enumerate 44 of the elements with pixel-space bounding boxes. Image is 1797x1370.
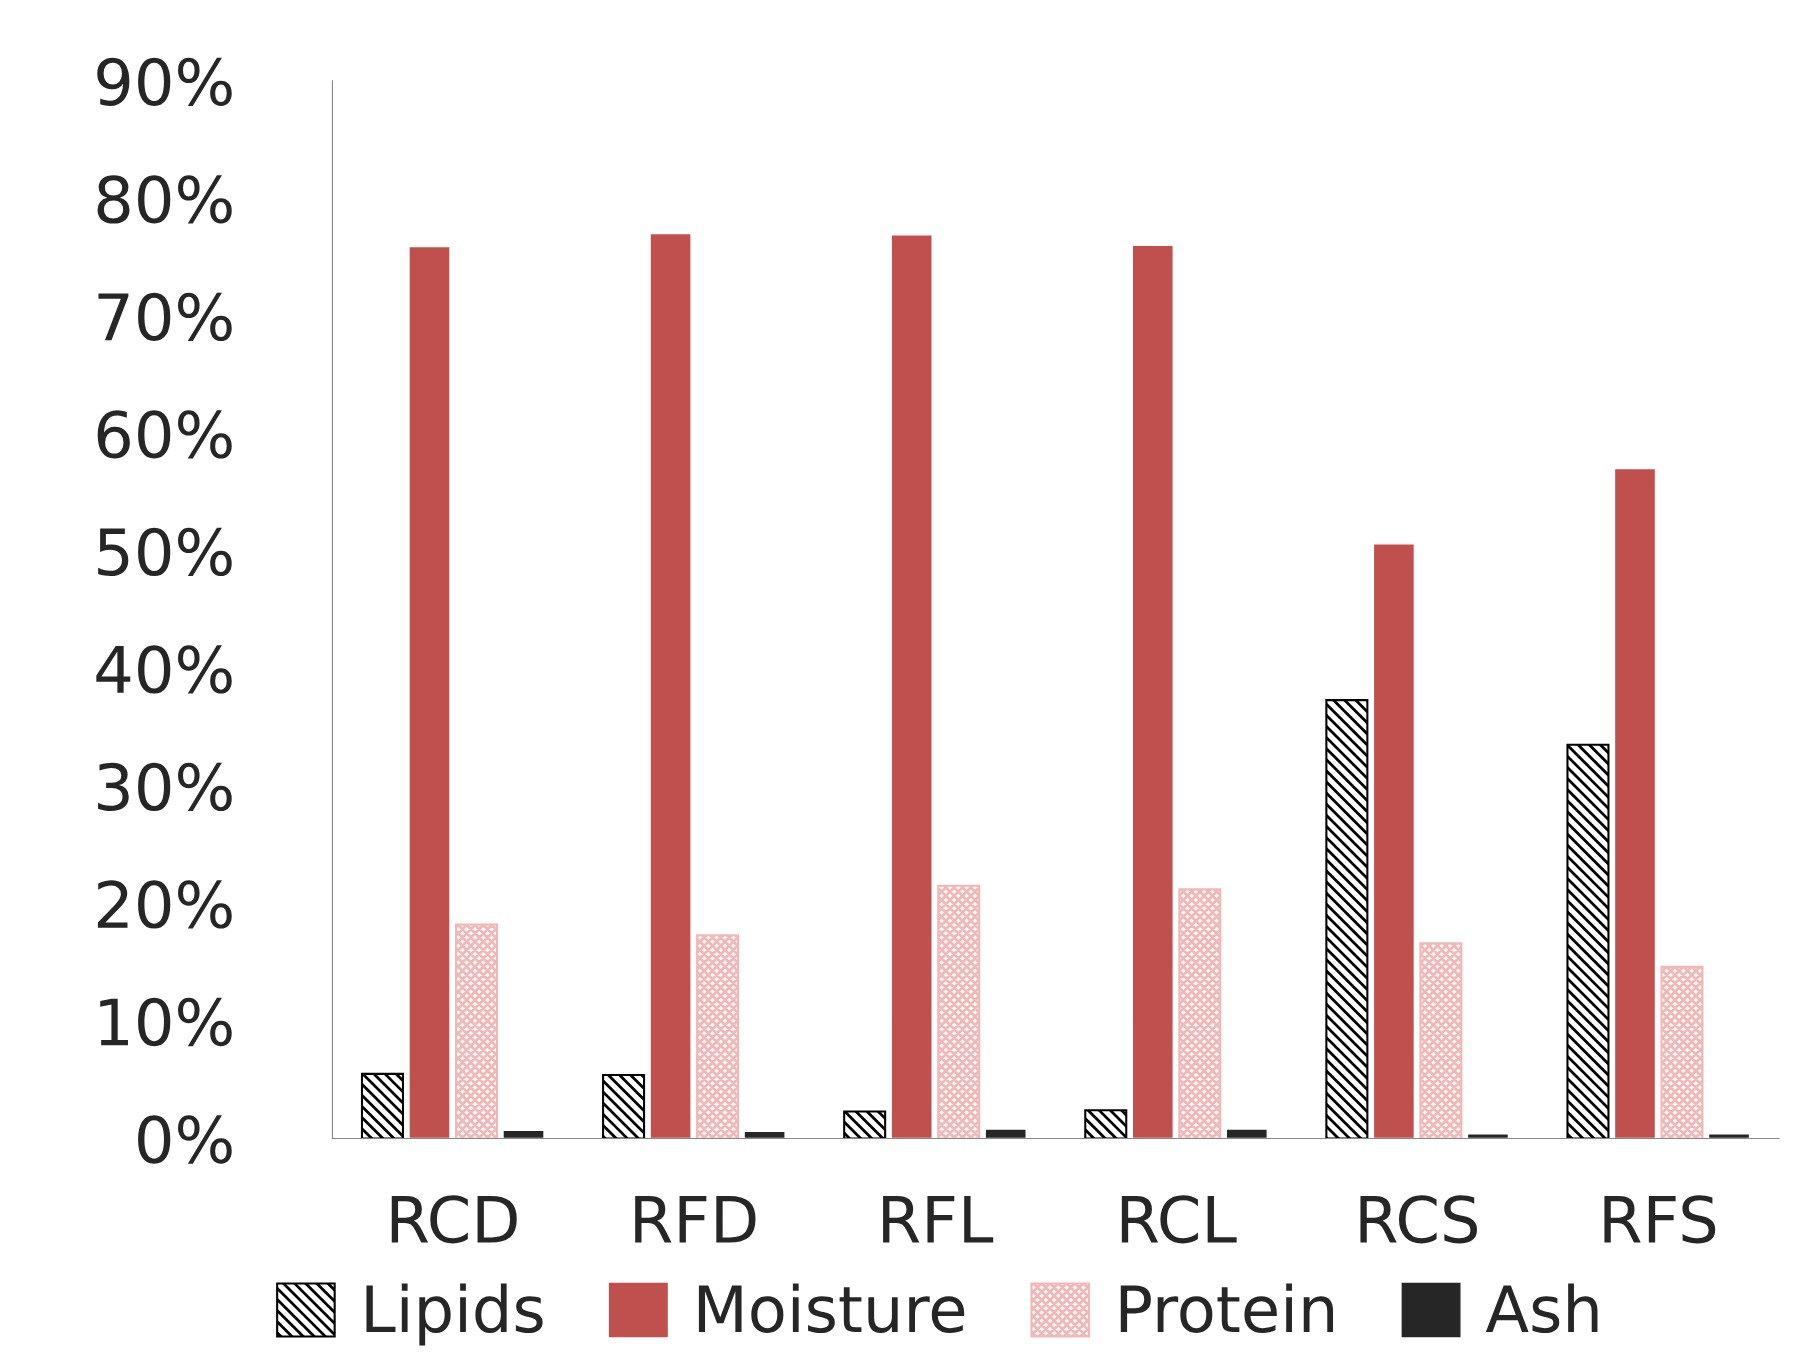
y-tick-label: 50% [98,527,232,577]
y-tick-label: 0% [138,1115,232,1164]
bar [937,884,981,1139]
y-tick-label: 30% [98,762,232,812]
legend-label: Ash [1485,1283,1598,1333]
y-tick-label: 40% [96,645,232,694]
bar [1084,1109,1128,1139]
legend-label: Moisture [698,1283,965,1333]
bar [360,1072,405,1139]
bar [1178,888,1222,1139]
x-tick-label: RCS [1360,1195,1477,1244]
bar [1566,743,1610,1139]
bar [1707,1133,1751,1139]
bar [602,1073,646,1139]
bar [843,1110,887,1139]
bar [1372,543,1416,1139]
bar [1613,467,1657,1139]
bar [502,1129,545,1139]
bar [649,232,692,1139]
x-tick-label: RFD [635,1195,756,1243]
legend-label: Lipids [366,1283,543,1346]
x-tick-label: RFL [883,1195,994,1243]
bar [1660,965,1704,1139]
bar [743,1130,786,1139]
bar [1466,1133,1510,1139]
x-tick-label: RCD [391,1195,517,1244]
x-tick-label: RCL [1121,1195,1237,1244]
bar [1225,1128,1268,1139]
bar [696,934,740,1139]
bar [408,245,451,1139]
y-tick-label: 10% [100,997,232,1047]
y-tick-label: 20% [97,880,232,929]
bar [984,1128,1027,1139]
bar [1419,942,1463,1139]
legend-label: Protein [1120,1283,1334,1333]
bar [454,923,499,1139]
x-tick-label: RFS [1604,1195,1716,1244]
bar [890,234,933,1139]
y-tick-label: 70% [98,292,232,342]
bar [1325,699,1369,1139]
y-tick-label: 90% [97,57,232,107]
y-tick-label: 60% [97,410,232,459]
y-tick-label: 80% [97,175,232,224]
bar [1131,244,1174,1139]
